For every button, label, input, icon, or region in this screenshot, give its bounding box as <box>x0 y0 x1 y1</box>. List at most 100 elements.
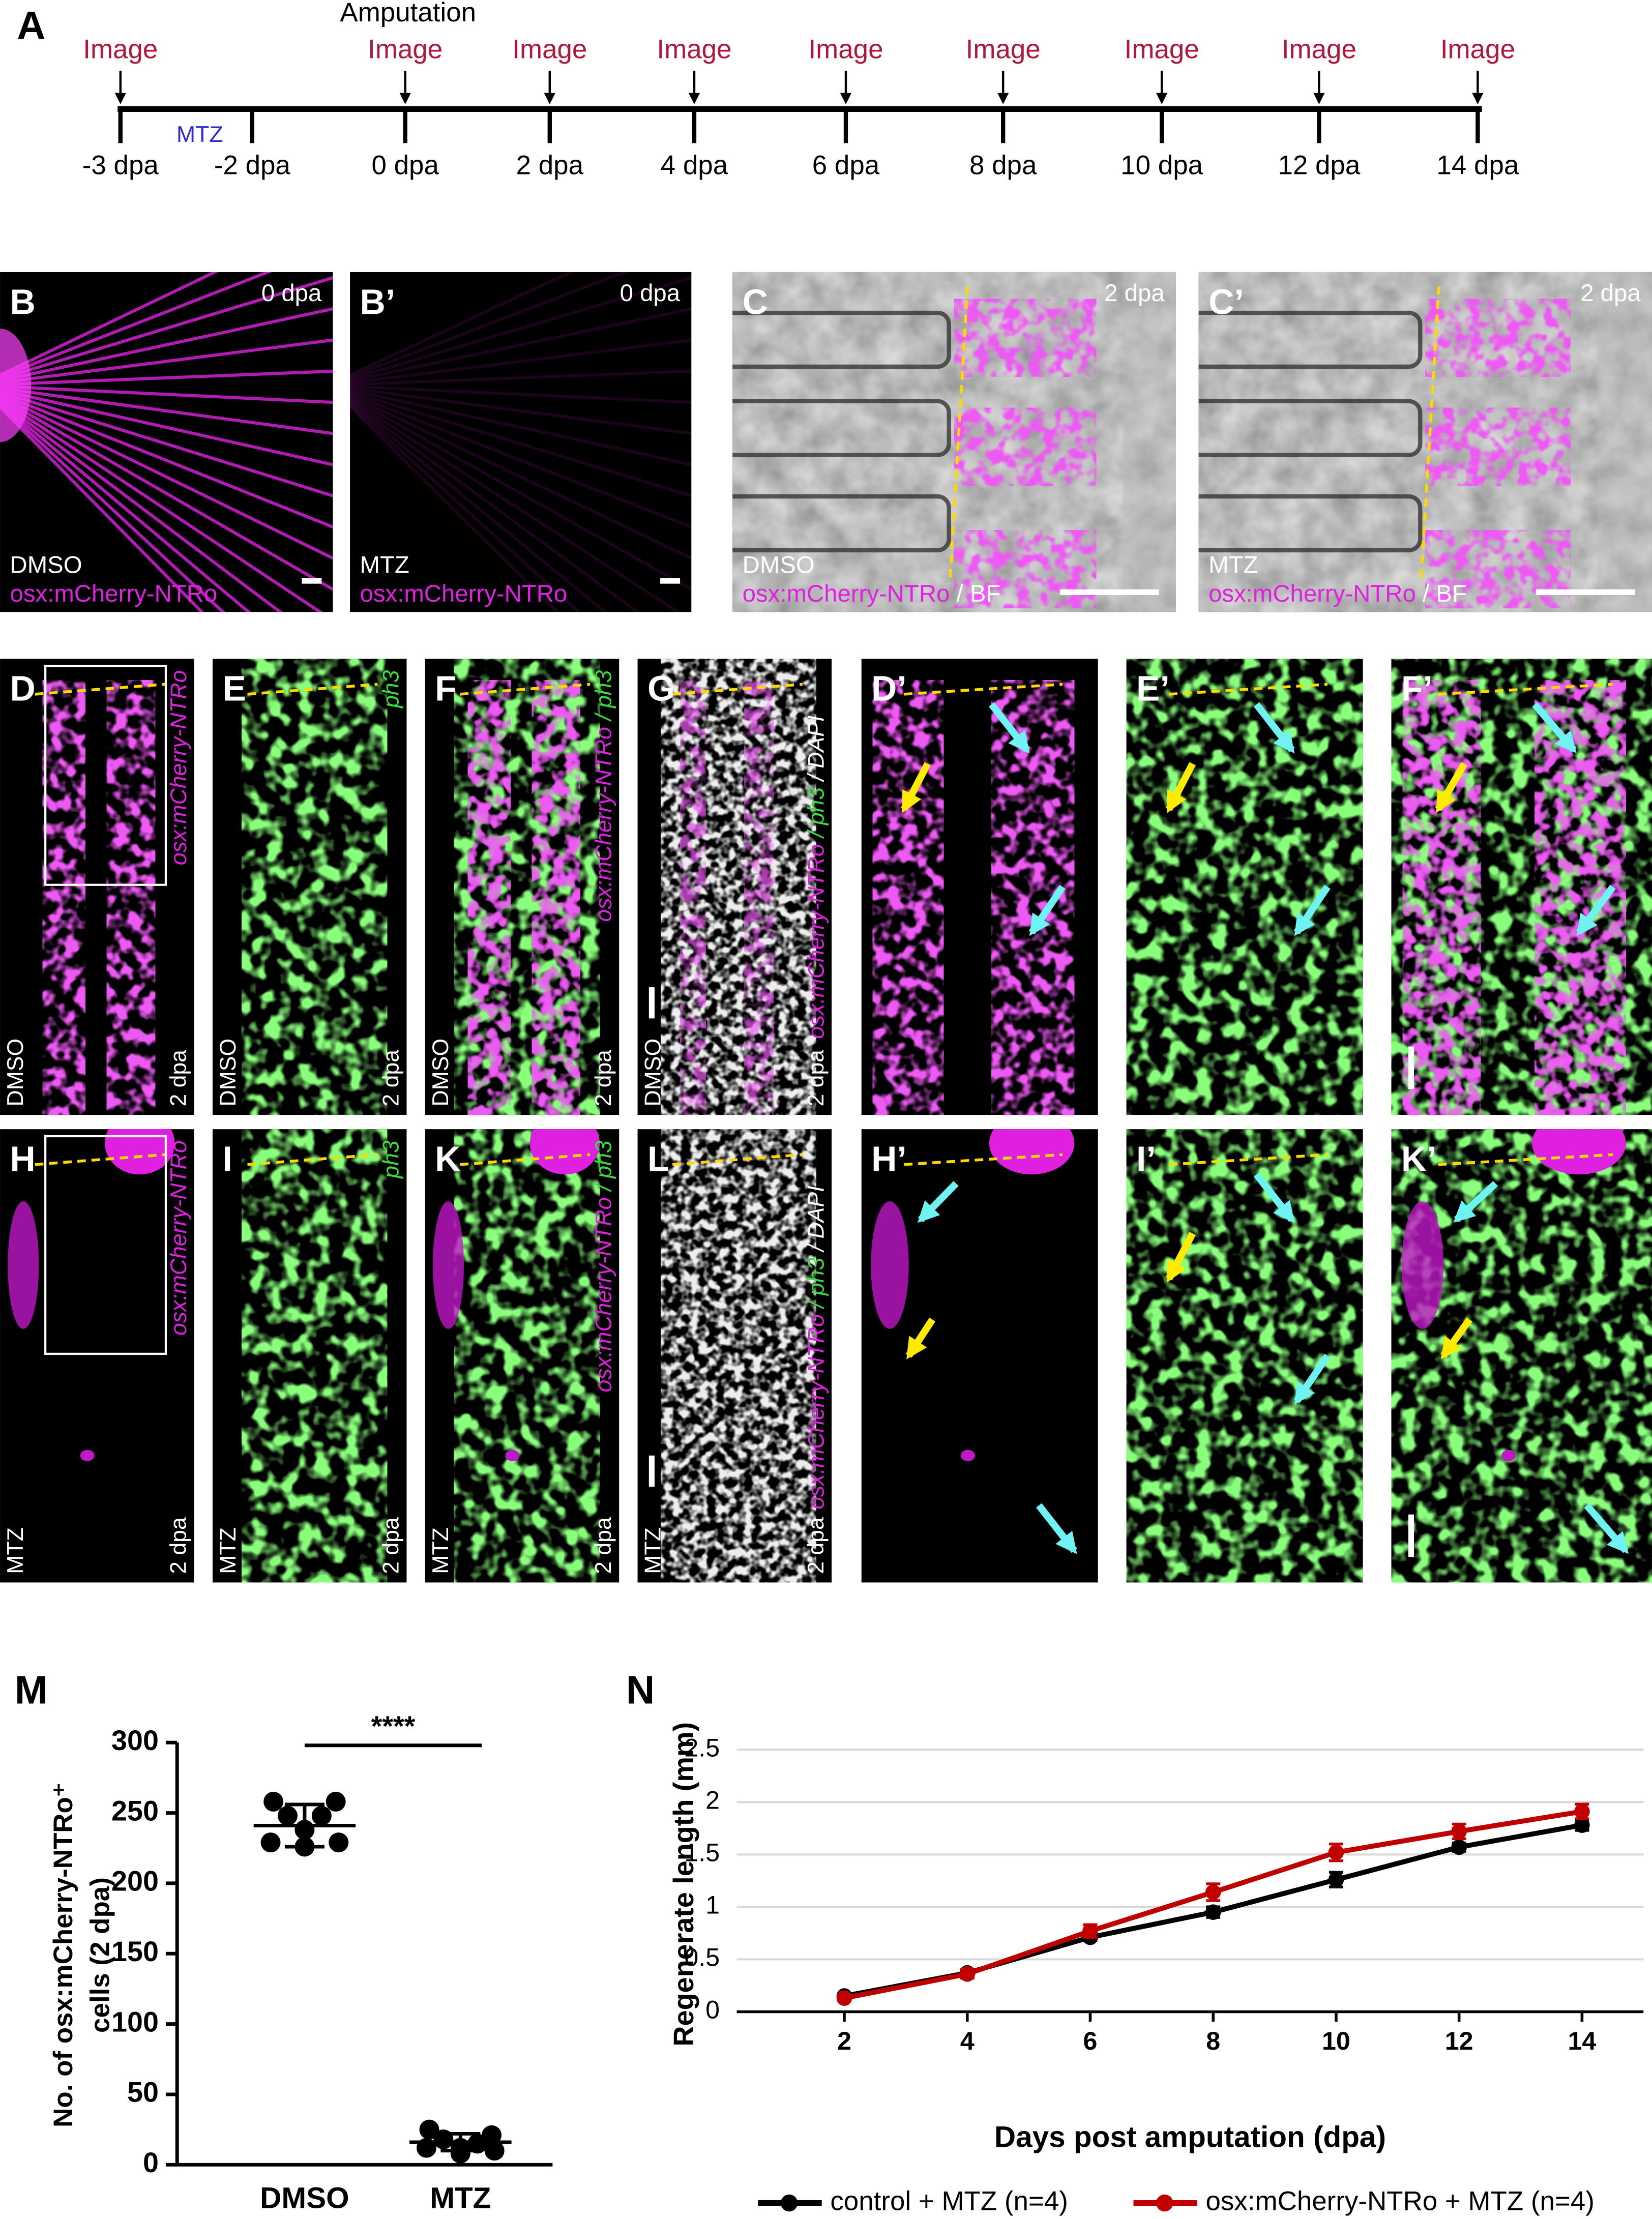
stain-part: / BF <box>950 580 1000 607</box>
x-axis-label: Days post amputation (dpa) <box>994 2121 1386 2154</box>
panel-letter: H’ <box>871 1139 907 1179</box>
arrow <box>1036 1503 1077 1554</box>
fin-ray <box>350 397 682 612</box>
panel-stain: osx:mCherry-NTRo <box>10 580 218 607</box>
arrow <box>1253 702 1295 754</box>
mcherry-signal <box>680 680 706 1115</box>
y-tick-label: 2.5 <box>684 1733 720 1762</box>
panel-letter: M <box>15 1667 48 1712</box>
bone-segment <box>732 494 951 553</box>
data-point <box>326 1791 346 1812</box>
data-point <box>263 1791 284 1812</box>
image-label: Image <box>368 34 442 64</box>
micrograph <box>637 1129 832 1583</box>
panel-condition: DMSO <box>216 1039 241 1107</box>
panel-letter: I’ <box>1136 1139 1156 1179</box>
micrograph <box>350 272 692 612</box>
stain-part: osx:mCherry-NTRo <box>166 1140 191 1336</box>
data-point <box>1205 1884 1221 1900</box>
data-point <box>450 2143 470 2164</box>
y-tick-label: 300 <box>111 1725 159 1756</box>
amputation-plane <box>948 286 969 584</box>
data-point <box>959 1966 976 1982</box>
timepoint-label: -3 dpa <box>82 151 159 181</box>
panel-time: 2 dpa <box>804 1517 829 1574</box>
ph3-signal <box>242 1129 388 1583</box>
fin-ray <box>0 394 333 560</box>
mcherry-signal <box>467 680 511 1115</box>
blastema-edge <box>1598 272 1652 612</box>
panel-time: 2 dpa <box>1580 280 1641 307</box>
fin-ray <box>350 404 559 612</box>
arrow <box>1293 1353 1331 1405</box>
stain-part: / BF <box>1416 580 1467 607</box>
scale-bar <box>1408 1046 1414 1089</box>
fin-ray <box>0 396 333 591</box>
fin-ray <box>350 399 640 612</box>
brightfield <box>1198 272 1652 612</box>
data-point <box>484 2141 505 2161</box>
axis-line <box>175 1742 553 2167</box>
ray-base <box>0 329 32 442</box>
fin-ray <box>350 338 692 384</box>
mcherry-signal <box>744 680 774 1115</box>
panel-letter: B’ <box>360 282 396 321</box>
panel-letter: F <box>435 669 457 708</box>
fin-ray <box>0 338 333 384</box>
x-tick-label: 10 <box>1322 2027 1350 2055</box>
stain-part: ph3 <box>378 1140 403 1179</box>
panel-condition: MTZ <box>3 1527 28 1574</box>
image-label: Image <box>83 34 158 64</box>
mcherry-signal <box>529 1129 600 1175</box>
dapi-signal <box>661 1129 816 1583</box>
data-point <box>1451 1839 1467 1855</box>
bone-segment <box>1198 310 1423 369</box>
ph3-signal <box>1391 1129 1652 1583</box>
data-point <box>260 1832 281 1853</box>
fin-ray <box>0 369 333 387</box>
data-point <box>419 2119 439 2140</box>
y-axis-label: No. of osx:mCherry-NTRo⁺ <box>48 1783 78 2127</box>
fin-ray <box>350 387 692 435</box>
stain-part: osx:mCherry-NTRo <box>10 580 218 607</box>
stain-part: osx:mCherry-NTRo <box>591 727 616 922</box>
image-label: Image <box>1125 34 1199 64</box>
legend-marker <box>780 2194 798 2212</box>
scale-bar <box>1408 1514 1414 1557</box>
fin-ray <box>0 387 333 435</box>
fin-ray <box>0 397 323 612</box>
x-tick-label: DMSO <box>260 2181 349 2214</box>
panel-time: 2 dpa <box>166 1050 191 1107</box>
amputation-plane <box>35 683 165 696</box>
treatment-label: MTZ <box>176 122 223 147</box>
panel-stain: osx:mCherry-NTRo / ph3 / DAPI <box>804 716 829 1039</box>
panel-letter: F’ <box>1401 669 1433 708</box>
y-tick-label: 200 <box>111 1866 159 1897</box>
fin-ray <box>0 392 333 529</box>
micrograph-bg <box>0 1129 194 1583</box>
stain-part: osx:mCherry-NTRo <box>166 670 191 866</box>
panel-time: 0 dpa <box>261 280 322 307</box>
micrograph <box>425 1129 620 1583</box>
amputation-plane <box>247 1153 378 1166</box>
inset-box <box>44 1135 167 1355</box>
timepoint-label: 6 dpa <box>812 151 880 181</box>
x-tick-label: MTZ <box>430 2181 491 2214</box>
scale-bar <box>1536 589 1635 595</box>
timepoint-label: 14 dpa <box>1436 151 1519 181</box>
micrograph <box>1391 1129 1652 1583</box>
micrograph <box>1126 659 1363 1115</box>
micrograph <box>212 1129 407 1583</box>
micrograph <box>0 272 333 612</box>
fin-ray <box>0 403 226 612</box>
stain-part: osx:mCherry-NTRo <box>804 1314 829 1510</box>
event-label: Amputation <box>340 0 476 27</box>
x-tick-label: 2 <box>837 2027 851 2055</box>
x-tick-label: 4 <box>960 2027 975 2055</box>
y-tick-label: 0 <box>143 2147 159 2178</box>
mcherry-signal <box>954 299 1097 377</box>
amputation-plane <box>1169 1153 1328 1166</box>
legend-label: osx:mCherry-NTRo + MTZ (n=4) <box>1206 2186 1595 2216</box>
